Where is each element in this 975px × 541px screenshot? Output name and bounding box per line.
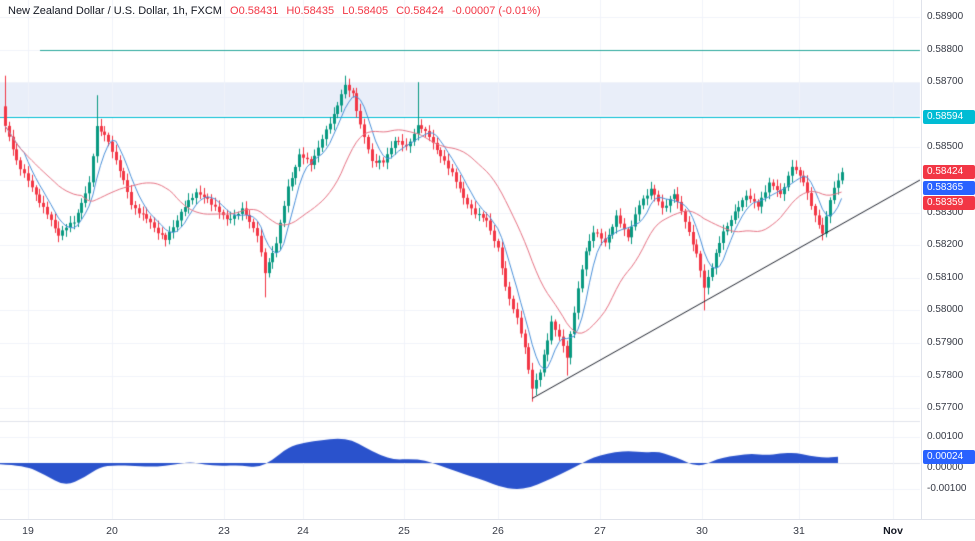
price-badge: 0.58365 [923, 181, 975, 195]
price-label: 0.58500 [927, 141, 964, 153]
time-label: 30 [696, 525, 708, 537]
price-label: 0.57800 [927, 369, 964, 381]
price-label: 0.58900 [927, 11, 964, 22]
oscillator-label: 0.00100 [927, 431, 964, 442]
ohlc-close: C0.58424 [396, 5, 444, 17]
ohlc-open: O0.58431 [230, 5, 279, 17]
time-label: 20 [106, 525, 118, 537]
price-label: 0.58800 [927, 43, 964, 55]
chart-header: New Zealand Dollar / U.S. Dollar, 1h, FX… [8, 5, 546, 17]
time-label: 19 [22, 525, 34, 537]
price-badge: 0.58359 [923, 196, 975, 210]
price-label: 0.57900 [927, 337, 964, 348]
price-label: 0.57700 [927, 402, 964, 414]
time-axis[interactable]: 19 20 23 24 25 26 27 30 31 Nov [0, 519, 975, 541]
price-chart-canvas[interactable] [0, 0, 921, 519]
oscillator-badge: 0.00024 [923, 449, 975, 464]
oscillator-label: -0.00100 [927, 483, 967, 494]
time-label: 23 [218, 525, 230, 537]
price-badge: 0.58424 [923, 165, 975, 179]
time-label: 24 [297, 525, 309, 537]
time-label: 31 [793, 525, 805, 537]
time-label: 26 [492, 525, 504, 537]
price-axis[interactable]: 0.58900 0.58800 0.58700 0.58500 0.58300 0.582… [921, 0, 975, 519]
price-label: 0.58700 [927, 76, 964, 88]
ohlc-change: -0.00007 (-0.01%) [451, 5, 541, 17]
symbol-title[interactable]: New Zealand Dollar / U.S. Dollar, 1h, FX… [8, 5, 222, 17]
oscillator-label: 0.00000 [927, 462, 964, 473]
price-label: 0.58300 [927, 206, 964, 218]
ohlc-high: H0.58435 [286, 5, 335, 17]
price-label: 0.58100 [927, 271, 964, 283]
ohlc-low: L0.58405 [342, 5, 389, 17]
price-badge: 0.58594 [923, 109, 975, 124]
time-label: 25 [398, 525, 410, 537]
price-label: 0.58000 [927, 304, 964, 316]
time-label-month: Nov [883, 525, 903, 537]
price-label: 0.58200 [927, 239, 964, 251]
time-label: 27 [594, 525, 606, 537]
